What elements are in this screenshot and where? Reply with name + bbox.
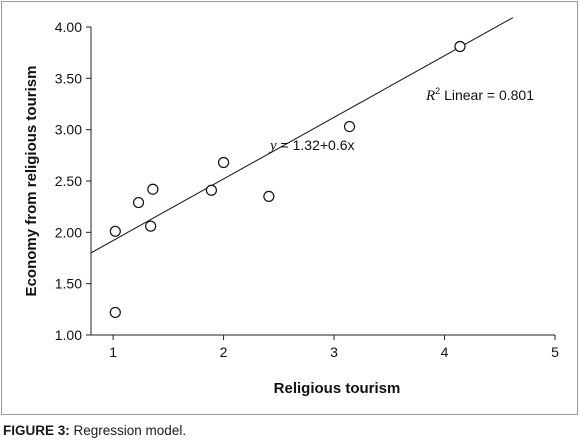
scatter-chart: 1.00 1.50 2.00 2.50 3.00 3.50 4.00 1 2 3 4 5 Religi… (23, 17, 559, 397)
figure-caption: FIGURE 3: Regression model. (3, 423, 186, 438)
y-tick-label: 2.00 (55, 224, 82, 240)
y-tick-label: 4.00 (55, 19, 82, 35)
x-tick-label: 2 (220, 344, 228, 360)
regression-equation: y = 1.32+0.6x (268, 137, 355, 154)
data-point (263, 190, 275, 202)
data-point (454, 40, 466, 53)
x-tick-label: 1 (109, 344, 117, 360)
y-tick-label: 1.50 (55, 276, 82, 292)
data-points (109, 40, 466, 319)
data-point (132, 196, 145, 209)
data-point (145, 220, 157, 232)
data-point (343, 120, 356, 133)
r-squared-label: R2 Linear = 0.801 (425, 86, 534, 104)
y-axis-title: Economy from religious tourism (23, 66, 40, 297)
r-squared-symbol: R (425, 88, 435, 104)
figure-frame (1, 1, 578, 415)
caption-text: Regression model. (69, 423, 187, 438)
axes (90, 27, 555, 336)
y-tick-label: 1.00 (55, 327, 82, 343)
x-tick-label: 5 (551, 344, 559, 360)
y-tick-label: 2.50 (55, 173, 82, 189)
data-point (109, 306, 121, 319)
x-tick-label: 3 (330, 344, 338, 360)
caption-label: FIGURE 3: (3, 423, 70, 438)
x-axis-title: Religious tourism (274, 380, 401, 397)
r-squared-superscript: 2 (435, 86, 440, 96)
ticks: 1.00 1.50 2.00 2.50 3.00 3.50 4.00 1 2 3 4 5 (55, 19, 559, 360)
fit-line-group (90, 17, 514, 254)
regression-line (90, 17, 514, 254)
data-point (205, 184, 218, 196)
y-tick-label: 3.00 (55, 122, 82, 138)
r-squared-value: Linear = 0.801 (440, 87, 534, 103)
equation-text: = 1.32+0.6x (277, 137, 355, 153)
data-point (109, 225, 121, 237)
equation-y-var: y (268, 138, 277, 154)
data-point (217, 156, 230, 169)
data-point (147, 183, 159, 195)
y-tick-label: 3.50 (55, 70, 82, 86)
x-tick-label: 4 (441, 344, 449, 360)
